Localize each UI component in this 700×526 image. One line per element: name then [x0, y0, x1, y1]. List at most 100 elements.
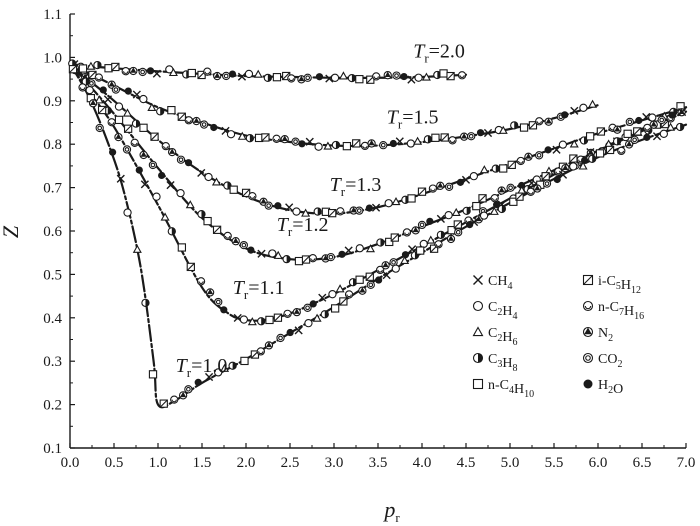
marker-square-slash [515, 192, 524, 201]
marker-circle-filled [561, 111, 569, 119]
marker-circle-filled [247, 246, 255, 254]
marker-circle-half [497, 204, 506, 214]
marker-circle-half [347, 73, 357, 83]
data-points [68, 59, 687, 408]
marker-circle-tri [231, 237, 240, 246]
marker-triangle-open [426, 235, 436, 244]
marker-circle-open [244, 69, 254, 79]
marker-circle-double [239, 240, 248, 250]
marker-circle-cup [121, 67, 130, 76]
marker-square-slash [301, 255, 311, 264]
marker-circle-filled [135, 166, 143, 174]
marker-triangle-open [451, 207, 461, 217]
marker-circle-half [401, 195, 410, 204]
marker-circle-cup [490, 193, 499, 203]
marker-circle-cup [283, 309, 292, 318]
marker-square-open [229, 185, 238, 194]
marker-x [152, 69, 161, 78]
marker-circle-open [330, 73, 340, 82]
marker-triangle-open [335, 284, 345, 293]
marker-square-open [265, 315, 274, 325]
y-tick-label: 1.0 [43, 50, 62, 66]
marker-circle-filled [476, 129, 485, 137]
marker-circle-double [111, 85, 121, 94]
marker-triangle-open [498, 125, 508, 134]
marker-square-slash [365, 272, 374, 281]
curve-label: Tr=1.1 [233, 277, 285, 302]
marker-triangle-open [365, 244, 376, 253]
marker-circle-cup [372, 72, 381, 81]
marker-x [552, 145, 561, 154]
marker-square-open [509, 197, 518, 206]
marker-square-slash [453, 220, 462, 229]
x-tick-label: 6.0 [589, 455, 608, 471]
marker-circle-open [579, 103, 588, 112]
marker-square-open [439, 69, 448, 78]
marker-circle-filled [365, 204, 373, 212]
marker-x [473, 275, 483, 285]
marker-x [407, 75, 416, 84]
marker-triangle-open [323, 141, 333, 150]
marker-circle-tri [167, 147, 177, 157]
marker-circle-cup [130, 138, 139, 147]
marker-circle-tri [367, 139, 376, 148]
marker-circle-double [95, 123, 104, 133]
marker-circle-tri [129, 66, 138, 76]
marker-triangle-open [247, 317, 257, 326]
curve-label: Tr=2.0 [413, 40, 465, 65]
marker-circle-double [392, 71, 401, 80]
marker-circle-cup [272, 134, 281, 143]
x-tick-label: 3.0 [325, 455, 344, 471]
marker-triangle-open [472, 326, 484, 337]
marker-square-slash [596, 127, 606, 136]
marker-square-slash [582, 274, 594, 286]
marker-square-slash [123, 124, 133, 133]
marker-square-slash [97, 105, 107, 115]
marker-circle-cup [643, 123, 652, 133]
curve-labels: Tr=2.0 Tr=1.5 Tr=1.3Tr=1.2 Tr=1.1 Tr=1.0 [176, 40, 465, 380]
marker-circle-cup [360, 141, 370, 151]
legend-label: C2H6 [488, 326, 517, 348]
marker-circle-half [510, 121, 519, 130]
marker-circle-tri [613, 125, 622, 134]
marker-square-slash [507, 160, 516, 169]
marker-circle-filled [553, 175, 561, 184]
marker-square-open [342, 141, 352, 151]
marker-circle-half [263, 73, 272, 83]
y-tick-label: 0.8 [43, 137, 62, 153]
marker-circle-double [444, 182, 454, 191]
x-axis-title: pr [382, 497, 400, 525]
marker-circle-half [579, 136, 589, 145]
marker-circle-open [479, 211, 489, 220]
marker-circle-open [391, 264, 400, 273]
marker-triangle-open [400, 255, 410, 265]
marker-square-open [519, 123, 529, 132]
marker-square-open [355, 275, 364, 284]
marker-circle-open [419, 239, 428, 249]
x-tick-label: 5.5 [545, 455, 564, 471]
marker-circle-tri [544, 117, 553, 126]
marker-circle-filled [544, 146, 552, 154]
marker-circle-open [648, 113, 657, 122]
marker-square-slash [212, 225, 222, 234]
marker-circle-cup [336, 207, 345, 216]
marker-square-open [595, 149, 605, 158]
marker-circle-open [384, 199, 393, 208]
marker-circle-open [123, 208, 132, 217]
marker-x [197, 168, 206, 178]
marker-x [166, 181, 175, 190]
marker-circle-cup [428, 184, 438, 193]
marker-x [294, 326, 303, 335]
marker-triangle-open [421, 72, 431, 81]
marker-triangle-open [588, 99, 598, 108]
legend-label: CH4 [488, 274, 512, 292]
y-axis-title: Z [0, 225, 23, 238]
marker-square-slash [273, 313, 283, 322]
marker-triangle-open [312, 313, 322, 322]
legend: CH4 C2H4 C2H6 C3H8 n-C4H10 i-C5H12 n-C7H16 N2 CO… [472, 274, 644, 400]
marker-circle-double [625, 117, 634, 127]
marker-circle-open [176, 188, 185, 198]
marker-square-slash [241, 188, 251, 198]
marker-circle-filled [400, 72, 408, 81]
marker-circle-tri [114, 132, 123, 142]
